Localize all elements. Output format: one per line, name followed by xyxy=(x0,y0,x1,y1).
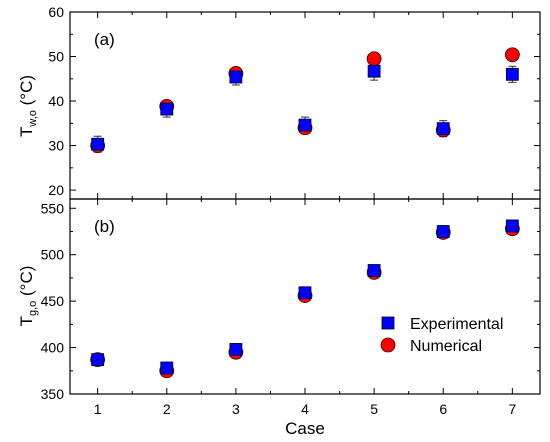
legend-circle-marker xyxy=(380,337,396,353)
numerical-point xyxy=(504,47,520,63)
experimental-point xyxy=(436,122,450,136)
ytick-label: 550 xyxy=(41,200,65,216)
experimental-point xyxy=(160,102,174,116)
experimental-point xyxy=(436,225,450,238)
panel-b-label: (b) xyxy=(94,217,115,236)
experimental-point xyxy=(505,219,519,233)
ytick-label: 40 xyxy=(48,93,64,109)
experimental-point xyxy=(160,361,174,375)
panel-a-label: (a) xyxy=(94,30,115,49)
ytick-label: 350 xyxy=(41,386,65,402)
xtick-label: 6 xyxy=(439,401,447,417)
panel-a-ylabel: Tw,o (°C) xyxy=(17,75,39,137)
legend: Experimental Numerical xyxy=(366,312,528,358)
panel-a-frame xyxy=(69,11,541,200)
ytick-label: 30 xyxy=(48,138,64,154)
legend-label-numerical: Numerical xyxy=(410,338,482,355)
xtick-label: 2 xyxy=(163,401,171,417)
xtick-label: 4 xyxy=(301,401,309,417)
experimental-point xyxy=(91,353,105,367)
experimental-point xyxy=(298,118,312,132)
experimental-point xyxy=(229,70,243,84)
experimental-point xyxy=(367,264,381,277)
panel-b: 350 400 450 500 550 1 2 3 4 5 6 7 (b) Tg,o (°C) Cas… xyxy=(17,198,541,438)
experimental-point xyxy=(229,343,243,356)
ytick-label: 450 xyxy=(41,293,65,309)
x-axis-title: Case xyxy=(285,419,325,438)
experimental-point xyxy=(367,64,381,78)
ytick-label: 60 xyxy=(48,4,64,20)
numerical-point xyxy=(366,51,382,67)
ytick-label: 20 xyxy=(48,182,64,198)
ytick-label: 500 xyxy=(41,247,65,263)
experimental-point xyxy=(298,286,312,300)
legend-square-marker xyxy=(381,316,395,330)
legend-label-experimental: Experimental xyxy=(410,316,503,333)
xtick-label: 3 xyxy=(232,401,240,417)
ytick-label: 50 xyxy=(48,49,64,65)
panel-a: 20 30 40 50 60 (a) Tw,o (°C) xyxy=(17,4,541,200)
ytick-label: 400 xyxy=(41,340,65,356)
xtick-label: 5 xyxy=(370,401,378,417)
xtick-label: 7 xyxy=(508,401,516,417)
experimental-point xyxy=(91,137,105,151)
xtick-label: 1 xyxy=(94,401,102,417)
experimental-point xyxy=(505,67,519,81)
panel-b-ylabel: Tg,o (°C) xyxy=(17,266,39,327)
